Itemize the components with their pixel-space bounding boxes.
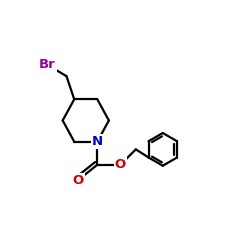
Text: Br: Br <box>39 58 56 71</box>
Text: O: O <box>72 174 84 187</box>
Text: O: O <box>115 158 126 171</box>
Text: N: N <box>92 135 103 148</box>
